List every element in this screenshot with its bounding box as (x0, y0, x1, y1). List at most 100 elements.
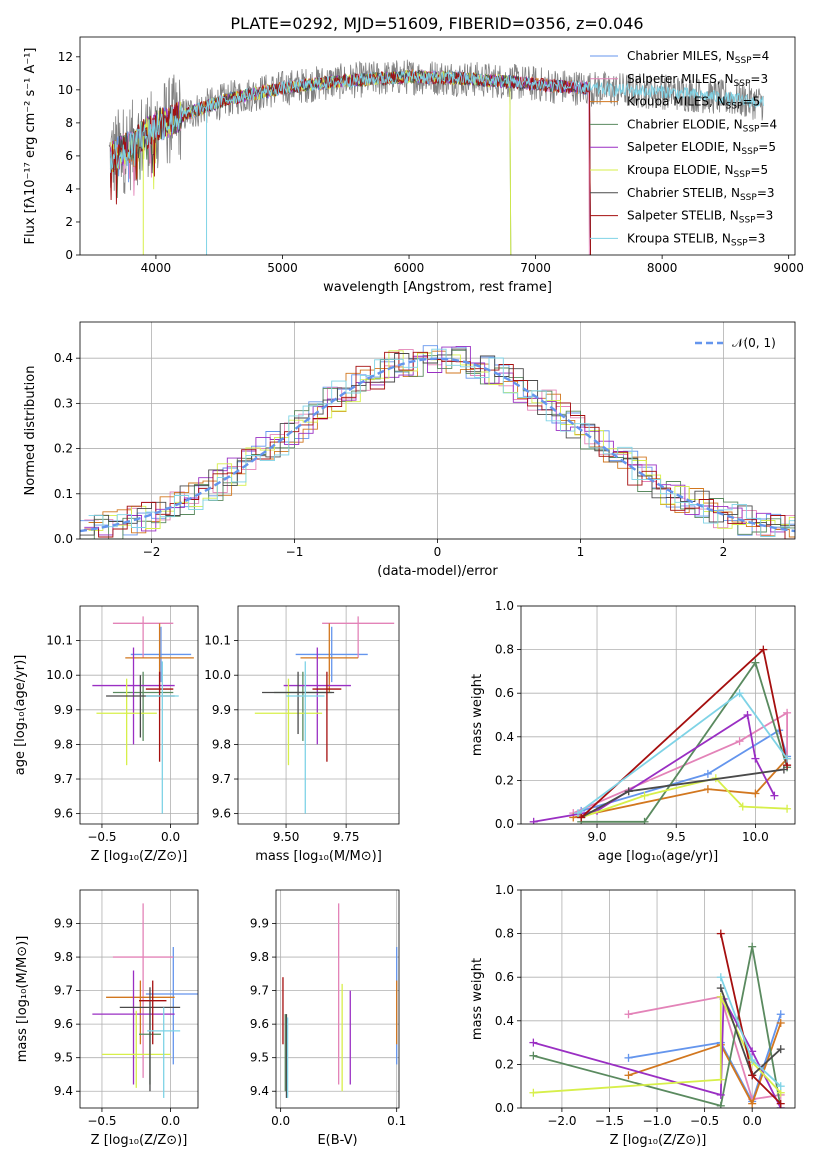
spectrum-legend: Chabrier MILES, NSSP=4 Salpeter MILES, NS… (590, 49, 777, 248)
y-tick-label: 9.6 (54, 1017, 73, 1031)
y-tick-label: 10 (58, 83, 73, 97)
y-tick-label: 0.1 (54, 487, 73, 501)
y-tick-label: 9.7 (212, 772, 231, 786)
x-tick-label: 5000 (267, 261, 298, 275)
y-tick-label: 9.7 (54, 772, 73, 786)
residual-histogram-plot-area (80, 345, 795, 539)
age-vs-Z-panel: −0.5 0.0 9.6 9.7 9.8 9.9 10.0 10.1 Z [log₁₀(Z/Z⊙… (13, 605, 199, 864)
x-tick-label: 0.0 (161, 1114, 180, 1128)
y-tick-label: 10.0 (204, 668, 231, 682)
axes-frame (520, 889, 796, 1109)
y-tick-label: 0.0 (495, 817, 514, 831)
x-axis-label: Z [log₁₀(Z/Z⊙)] (91, 1133, 188, 1148)
mass-vs-ebv-panel: 0.0 0.1 9.4 9.5 9.6 9.7 9.8 9.9 E(B-V) (250, 889, 406, 1148)
spectrum-data-line (108, 59, 764, 195)
legend-entry: Salpeter STELIB, NSSP=3 (627, 209, 773, 226)
weight-vs-age-panel: 9.0 9.5 10.0 0.0 0.2 0.4 0.6 0.8 1.0 age [log₁₀(a… (470, 599, 796, 864)
axes-frame (79, 36, 796, 256)
x-axis-label: mass [log₁₀(M/M⊙)] (255, 849, 382, 864)
histogram-step-line (80, 348, 795, 536)
spectrum-model-line (109, 69, 591, 255)
y-tick-label: 0.4 (495, 1014, 514, 1028)
age-vs-Z-plot-area (92, 616, 194, 814)
weight-vs-Z-plot-area (529, 929, 785, 1108)
mass-vs-Z-panel: −0.5 0.0 9.4 9.5 9.6 9.7 9.8 9.9 Z [log₁₀(Z/Z⊙)]… (15, 889, 199, 1148)
y-tick-label: 0.6 (495, 970, 514, 984)
y-tick-label: 1.0 (495, 883, 514, 897)
x-axis-label: (data-model)/error (377, 564, 498, 579)
legend-entry: Salpeter MILES, NSSP=3 (627, 72, 768, 89)
y-tick-label: 4 (65, 182, 73, 196)
x-tick-label: −2.0 (547, 1114, 576, 1128)
x-tick-label: 8000 (647, 261, 678, 275)
mass-vs-ebv-plot-area (282, 903, 398, 1098)
y-tick-label: 9.8 (250, 950, 269, 964)
spectrum-model-line (109, 69, 591, 255)
spectrum-model-line (109, 69, 764, 173)
legend-entry: 𝒩(0, 1) (732, 336, 776, 350)
y-tick-label: 10.1 (204, 634, 231, 648)
x-tick-label: −0.5 (87, 1114, 116, 1128)
weight-line (628, 1014, 782, 1104)
y-tick-label: 2 (65, 215, 73, 229)
histogram-step-line (80, 349, 795, 539)
spectrum-model-line (109, 69, 591, 255)
y-tick-label: 9.5 (54, 1051, 73, 1065)
y-axis-label: mass [log₁₀(M/M⊙)] (15, 936, 30, 1063)
x-tick-label: 2 (720, 545, 728, 559)
x-tick-label: 0.0 (161, 830, 180, 844)
residual-histogram-panel: −2 −1 0 1 2 0.0 0.1 0.2 0.3 0.4 (data-model)/error… (23, 321, 796, 579)
weight-vs-Z-panel: −2.0 −1.5 −1.0 −0.5 0.0 0.0 0.2 0.4 0.6 0.8 1.0 Z [… (470, 883, 796, 1148)
y-tick-label: 0.2 (54, 442, 73, 456)
normal-curve (80, 357, 795, 533)
spectrum-model-line (109, 69, 512, 255)
x-axis-label: wavelength [Angstrom, rest frame] (323, 280, 552, 295)
spectrum-plot-area (108, 59, 764, 255)
x-axis-label: E(B-V) (317, 1133, 357, 1148)
y-tick-label: 9.7 (54, 984, 73, 998)
y-axis-label: Flux [fλ10⁻¹⁷ erg cm⁻² s⁻¹ A⁻¹] (23, 48, 38, 245)
y-axis-label: mass weight (470, 674, 485, 756)
y-tick-label: 12 (58, 50, 73, 64)
x-tick-label: −1.5 (595, 1114, 624, 1128)
x-tick-label: 0 (434, 545, 442, 559)
grid (521, 605, 795, 825)
axes-frame (79, 889, 199, 1109)
grid (80, 606, 198, 824)
y-tick-label: 1.0 (495, 599, 514, 613)
y-tick-label: 8 (65, 116, 73, 130)
age-vs-mass-panel: 9.50 9.75 9.6 9.7 9.8 9.9 10.0 10.1 mass [log₁₀(… (204, 605, 400, 864)
y-tick-label: 9.6 (54, 807, 73, 821)
age-vs-mass-plot-area (254, 616, 395, 814)
figure-title: PLATE=0292, MJD=51609, FIBERID=0356, z=0… (230, 14, 643, 33)
y-tick-label: 9.6 (250, 1017, 269, 1031)
y-tick-label: 0 (65, 248, 73, 262)
y-tick-label: 9.6 (212, 807, 231, 821)
y-tick-label: 10.1 (46, 634, 73, 648)
axes-frame (520, 605, 796, 825)
grid (80, 890, 198, 1108)
x-tick-label: 9.50 (273, 830, 300, 844)
y-tick-label: 9.9 (212, 703, 231, 717)
x-tick-label: 4000 (141, 261, 172, 275)
weight-line (628, 995, 781, 1101)
y-tick-label: 0.8 (495, 643, 514, 657)
y-axis-label: Normed distribution (23, 366, 38, 496)
legend-entry: Chabrier MILES, NSSP=4 (627, 49, 769, 66)
histogram-step-line (84, 345, 795, 539)
y-tick-label: 0.6 (495, 686, 514, 700)
x-axis-label: Z [log₁₀(Z/Z⊙)] (610, 1133, 707, 1148)
y-tick-label: 0.0 (54, 532, 73, 546)
legend-entry: Chabrier STELIB, NSSP=3 (627, 186, 775, 203)
spectrum-model-line (109, 68, 591, 255)
y-tick-label: 9.7 (250, 984, 269, 998)
histogram-legend: 𝒩(0, 1) (695, 336, 776, 350)
weight-line (581, 660, 788, 823)
legend-entry: Kroupa STELIB, NSSP=3 (627, 231, 765, 248)
x-axis-label: age [log₁₀(age/yr)] (598, 849, 719, 864)
y-tick-label: 9.9 (250, 917, 269, 931)
grid (238, 606, 399, 824)
x-tick-label: 6000 (394, 261, 425, 275)
x-tick-label: 1 (577, 545, 585, 559)
